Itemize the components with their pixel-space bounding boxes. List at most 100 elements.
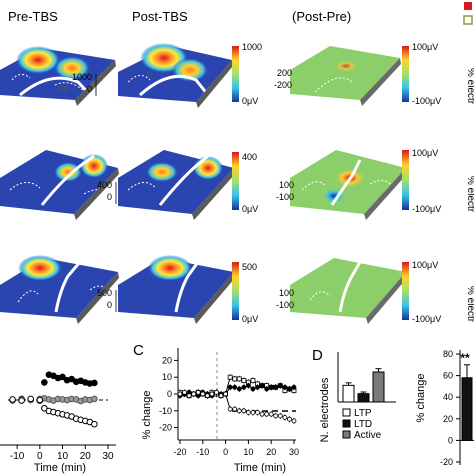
panel-c-point-s2-5 (200, 391, 206, 397)
panel-c-xtick-label: 20 (266, 447, 276, 457)
panel-c-point-s2-9 (218, 393, 224, 399)
panel-d-bar-active (372, 371, 385, 403)
side-label-row3: % electr (465, 286, 474, 323)
panel-c-point-s2-19 (264, 411, 270, 417)
row-1: 1000 0μV 1000 0 200 -200 100μV -100μV % … (0, 42, 474, 108)
diff-colorbar-row3-bottom: -100μV (412, 314, 441, 324)
panel-b-xtick-label: 0 (37, 451, 43, 462)
surface-post-row1 (118, 43, 233, 108)
panel-c-point-s0-11 (227, 374, 233, 380)
panel-c-point-s2-24 (287, 416, 292, 422)
panel-c-point-s1-16 (250, 386, 256, 392)
panel-c-point-s1-22 (277, 383, 283, 389)
panel-d-legend-swatch-ltd (342, 419, 351, 428)
panel-d-bar-ltd (357, 393, 370, 403)
panel-c-point-s1-19 (264, 386, 270, 392)
diff-colorbar-row2-top: 100μV (412, 148, 438, 158)
panel-e-ytick-label: 20 (443, 414, 453, 424)
panel-c-xtick-label: -20 (173, 447, 186, 457)
panel-c-point-s2-25 (291, 418, 297, 424)
surface-row1-tick-bottom: 0 (87, 84, 92, 94)
panel-e-bar-chart: % change 80 60 40 20 0 -20 ** (415, 349, 474, 467)
panel-c-point-s0-13 (236, 376, 242, 382)
panel-c-point-s1-14 (241, 384, 247, 390)
panel-c-point-s2-22 (277, 413, 283, 419)
panel-c-point-s0-14 (241, 378, 247, 383)
diff-row1-tick-top: 200 (277, 68, 292, 78)
panel-c-ylabel: % change (141, 391, 153, 440)
panel-c-point-s2-20 (268, 411, 274, 417)
header-post-minus-pre: (Post-Pre) (292, 9, 351, 24)
panel-c-ytick-label: -10 (159, 406, 172, 416)
panel-c-ytick-label: 0 (167, 389, 172, 399)
panel-c-xtick-label: 30 (289, 447, 299, 457)
side-label-row1: % electr (465, 68, 474, 105)
panel-c-point-s2-10 (223, 391, 229, 397)
panel-b-xtick-label: -10 (10, 451, 25, 462)
surface-diff-row1 (290, 46, 401, 106)
surface-pre-row3 (0, 255, 119, 324)
panel-c-point-s1-21 (273, 384, 279, 390)
panel-c-point-s2-4 (195, 389, 201, 395)
panel-c-point-s1-11 (227, 384, 233, 390)
panel-b-point-s2-2 (27, 395, 35, 403)
surface-post-row2 (118, 150, 235, 220)
panel-d-legend-label-ltd: LTD (354, 419, 372, 430)
panel-c-point-s1-15 (245, 383, 251, 389)
diff-colorbar-row2-bottom: -100μV (412, 204, 441, 214)
diff-row2-tick-bottom: -100 (276, 192, 294, 202)
panel-b-point-s0-4 (41, 379, 48, 386)
panel-d-legend-label-active: Active (354, 430, 382, 441)
diff-colorbar-row3 (402, 262, 409, 320)
header-pre-tbs: Pre-TBS (8, 9, 58, 24)
panel-c-point-s2-13 (236, 408, 242, 414)
diff-colorbar-row3-top: 100μV (412, 260, 438, 270)
header-post-tbs: Post-TBS (132, 9, 188, 24)
panel-c-point-s0-16 (250, 378, 256, 383)
panel-c-point-s2-2 (186, 393, 192, 399)
panel-b-point-s2-15 (91, 420, 98, 428)
panel-e-bar-ltp (461, 377, 473, 441)
colorbar-row3-bottom: 0μV (242, 314, 258, 324)
panel-c-xtick-label: 10 (243, 447, 253, 457)
panel-c-point-s2-18 (259, 411, 265, 417)
panel-e-ylabel: % change (415, 374, 427, 423)
panel-c-point-s2-12 (232, 406, 238, 412)
legend-marker-open (463, 15, 473, 25)
panel-c-point-s2-16 (250, 410, 256, 415)
colorbar-row3-top: 500 (242, 262, 257, 272)
panel-b-point-s2-1 (18, 397, 25, 404)
panel-b-scatter: -10 0 10 20 30 Time (min) (0, 371, 116, 474)
diff-row1-tick-bottom: -200 (274, 80, 292, 90)
surface-row2-tick-bottom: 0 (107, 192, 112, 202)
panel-e-ytick-label: 40 (443, 392, 453, 402)
panel-c-point-s2-7 (209, 391, 215, 397)
panel-d-ylabel: N. electrodes (319, 377, 331, 442)
panel-b-point-s2-0 (9, 396, 16, 403)
panel-c-xlabel: Time (min) (234, 462, 286, 474)
panel-c-point-s2-11 (227, 406, 233, 412)
colorbar-row3 (232, 262, 239, 320)
surface-pre-row1 (0, 46, 116, 106)
panel-b-xtick-label: 20 (80, 451, 92, 462)
panel-c-xtick-label: 0 (223, 447, 228, 457)
colorbar-row1-top: 1000 (242, 42, 262, 52)
panel-c-label: C (133, 342, 144, 359)
panel-b-point-s0-15 (91, 379, 98, 387)
colorbar-row2 (232, 152, 239, 210)
panel-c-point-s1-12 (232, 384, 238, 390)
diff-colorbar-row1 (402, 46, 409, 102)
panel-b-xtick-label: 10 (57, 451, 69, 462)
panel-e-ytick-label: -20 (440, 457, 453, 467)
panel-e-ytick-label: 80 (443, 349, 453, 359)
panel-d-legend-swatch-ltp (342, 408, 351, 417)
surface-diff-row2 (290, 150, 407, 220)
panel-c-point-s2-17 (255, 410, 260, 415)
panel-c-point-s1-23 (282, 384, 288, 390)
diff-colorbar-row1-bottom: -100μV (412, 96, 441, 106)
panel-c-point-s2-8 (214, 389, 219, 395)
colorbar-row2-bottom: 0μV (242, 204, 258, 214)
panel-c-point-s2-3 (191, 391, 197, 397)
panel-c-ytick-label: -20 (159, 423, 172, 433)
